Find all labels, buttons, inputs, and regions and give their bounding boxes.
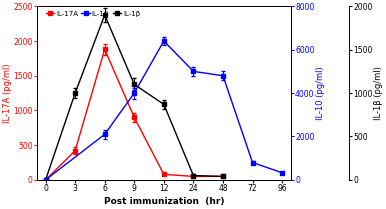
Legend: IL-17A, IL-10, IL-1β: IL-17A, IL-10, IL-1β	[43, 8, 143, 20]
Y-axis label: IL-10 (pg/ml): IL-10 (pg/ml)	[316, 66, 325, 120]
Y-axis label: IL-17A (pg/ml): IL-17A (pg/ml)	[3, 63, 12, 123]
X-axis label: Post immunization  (hr): Post immunization (hr)	[103, 197, 224, 206]
Y-axis label: IL-1β (pg/ml): IL-1β (pg/ml)	[374, 66, 383, 120]
